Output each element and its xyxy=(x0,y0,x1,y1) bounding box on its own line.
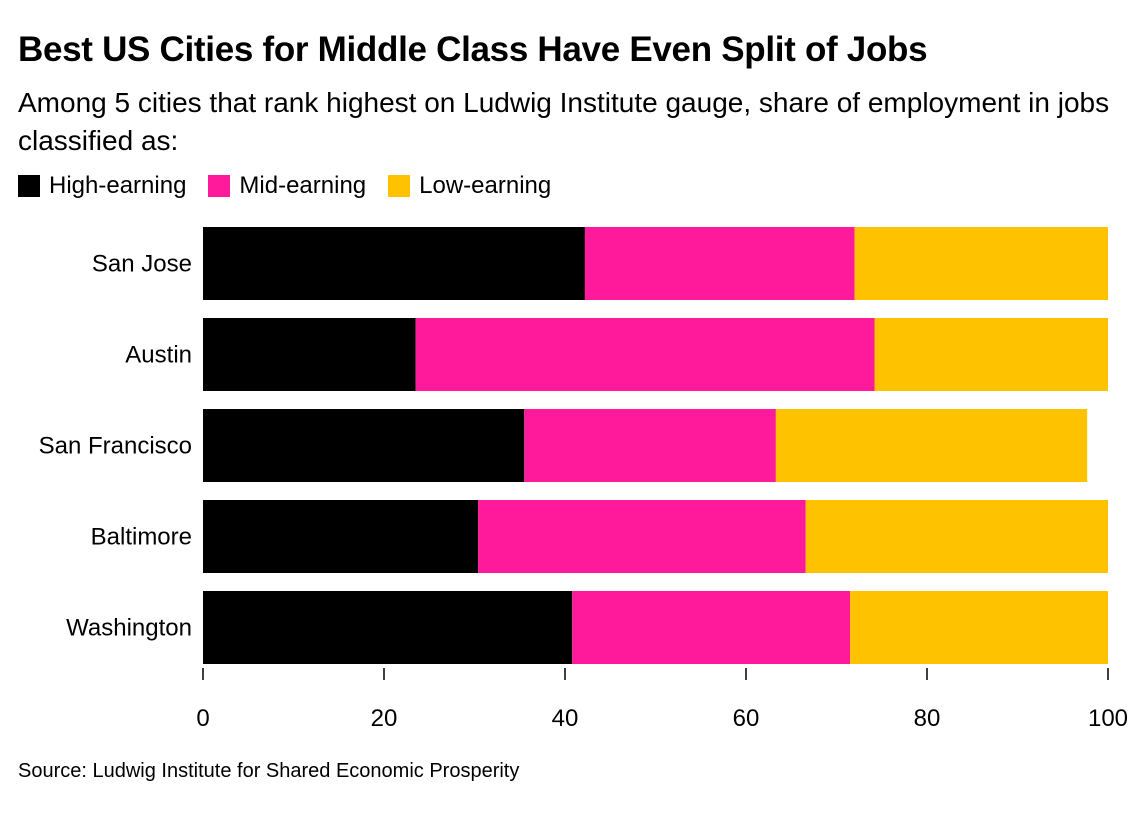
category-label-baltimore: Baltimore xyxy=(91,524,192,551)
x-tick-label-20: 20 xyxy=(371,705,398,732)
category-label-washington: Washington xyxy=(66,615,192,642)
category-label-austin: Austin xyxy=(125,342,192,369)
x-tick-label-40: 40 xyxy=(552,705,579,732)
bar-san-jose-mid-earning xyxy=(584,227,855,300)
bar-austin-mid-earning xyxy=(415,318,875,391)
legend-swatch-high xyxy=(18,175,40,197)
bar-austin-low-earning xyxy=(874,318,1108,391)
source-note: Source: Ludwig Institute for Shared Econ… xyxy=(18,760,520,782)
bar-washington-low-earning xyxy=(850,591,1108,664)
legend-swatch-low xyxy=(388,175,411,197)
chart-title: Best US Cities for Middle Class Have Eve… xyxy=(18,30,928,69)
bar-san-francisco-mid-earning xyxy=(524,409,776,482)
bar-baltimore-mid-earning xyxy=(478,500,806,573)
chart-subtitle: Among 5 cities that rank highest on Ludw… xyxy=(18,87,1110,156)
x-tick-label-100: 100 xyxy=(1088,705,1128,732)
bar-san-jose-high-earning xyxy=(203,227,585,300)
bar-san-jose-low-earning xyxy=(854,227,1108,300)
legend-label-high: High-earning xyxy=(49,172,187,199)
legend-swatch-mid xyxy=(208,175,231,197)
bar-baltimore-low-earning xyxy=(805,500,1108,573)
legend-label-low: Low-earning xyxy=(419,172,552,199)
x-tick-label-80: 80 xyxy=(914,705,941,732)
category-label-san-francisco: San Francisco xyxy=(39,433,192,460)
bar-san-francisco-low-earning xyxy=(775,409,1088,482)
category-label-san-jose: San Jose xyxy=(92,251,192,278)
legend-item-high: High-earning xyxy=(18,172,186,200)
legend-item-mid: Mid-earning xyxy=(208,172,366,200)
legend-label-mid: Mid-earning xyxy=(239,172,367,199)
legend-item-low: Low-earning xyxy=(388,172,551,200)
bar-austin-high-earning xyxy=(203,318,416,391)
x-tick-label-0: 0 xyxy=(196,705,209,732)
legend: High-earning Mid-earning Low-earning xyxy=(18,172,573,200)
bar-san-francisco-high-earning xyxy=(203,409,525,482)
x-tick-label-60: 60 xyxy=(733,705,760,732)
bar-washington-mid-earning xyxy=(572,591,851,664)
bar-washington-high-earning xyxy=(203,591,573,664)
bar-baltimore-high-earning xyxy=(203,500,479,573)
